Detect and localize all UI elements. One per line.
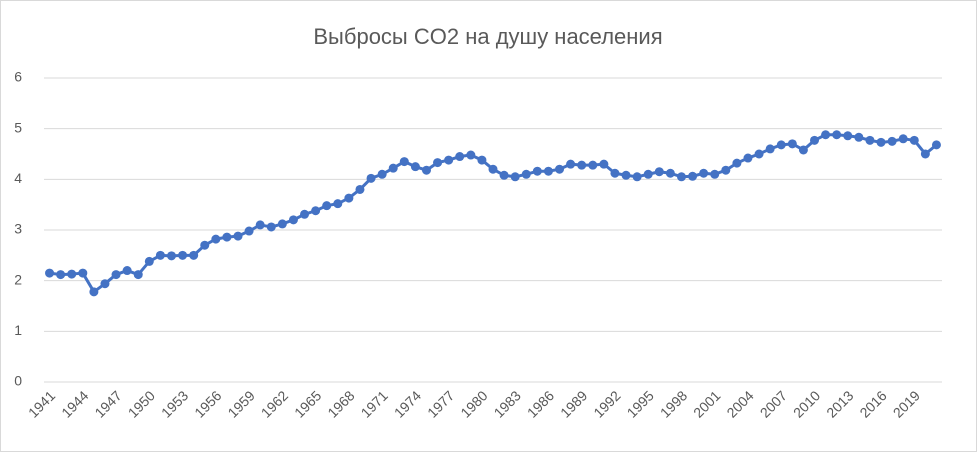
point-marker (876, 137, 886, 147)
point-marker (421, 165, 431, 175)
point-marker (89, 287, 99, 297)
point-marker (433, 158, 443, 168)
y-tick-label: 0 (14, 373, 22, 389)
point-marker (100, 279, 110, 289)
point-marker (178, 250, 188, 260)
point-marker (277, 219, 287, 229)
point-marker (699, 168, 709, 178)
point-marker (244, 226, 254, 236)
point-marker (322, 201, 332, 211)
y-tick-label: 1 (14, 322, 22, 338)
point-marker (288, 215, 298, 225)
point-marker (122, 266, 132, 276)
point-marker (721, 165, 731, 175)
point-marker (488, 164, 498, 174)
point-marker (499, 170, 509, 180)
point-marker (743, 153, 753, 163)
y-tick-label: 6 (14, 69, 22, 85)
point-marker (78, 268, 88, 278)
point-marker (355, 184, 365, 194)
point-marker (832, 130, 842, 140)
point-marker (920, 149, 930, 159)
point-marker (255, 220, 265, 230)
point-marker (211, 234, 221, 244)
point-marker (444, 155, 454, 165)
point-marker (56, 270, 66, 280)
point-marker (510, 172, 520, 182)
point-marker (588, 160, 598, 170)
point-marker (798, 145, 808, 155)
point-marker (366, 173, 376, 183)
point-marker (654, 167, 664, 177)
point-marker (765, 144, 775, 154)
point-marker (898, 134, 908, 144)
point-marker (377, 169, 387, 179)
point-marker (566, 159, 576, 169)
point-marker (189, 250, 199, 260)
y-tick-label: 4 (14, 170, 22, 186)
point-marker (410, 162, 420, 172)
point-marker (887, 136, 897, 146)
point-marker (111, 270, 121, 280)
point-marker (621, 170, 631, 180)
point-marker (222, 232, 232, 242)
point-marker (311, 206, 321, 216)
point-marker (233, 231, 243, 241)
point-marker (865, 135, 875, 145)
y-tick-label: 2 (14, 271, 22, 287)
point-marker (388, 163, 398, 173)
point-marker (909, 135, 919, 145)
point-marker (931, 140, 941, 150)
point-marker (843, 131, 853, 141)
point-marker (477, 155, 487, 165)
point-marker (599, 159, 609, 169)
point-marker (266, 222, 276, 232)
point-marker (543, 166, 553, 176)
point-marker (344, 193, 354, 203)
point-marker (577, 160, 587, 170)
point-marker (300, 209, 310, 219)
point-marker (810, 135, 820, 145)
point-marker (754, 149, 764, 159)
point-marker (45, 268, 55, 278)
point-marker (787, 139, 797, 149)
point-marker (688, 171, 698, 181)
point-marker (333, 199, 343, 209)
point-marker (643, 169, 653, 179)
point-marker (610, 168, 620, 178)
point-marker (144, 256, 154, 266)
point-marker (133, 270, 143, 280)
point-marker (776, 140, 786, 150)
point-marker (821, 130, 831, 140)
y-tick-label: 3 (14, 221, 22, 237)
point-marker (521, 169, 531, 179)
point-marker (532, 166, 542, 176)
point-marker (455, 152, 465, 162)
point-marker (155, 250, 165, 260)
y-tick-label: 5 (14, 119, 22, 135)
point-marker (399, 157, 409, 167)
point-marker (555, 164, 565, 174)
point-marker (665, 168, 675, 178)
point-marker (632, 172, 642, 182)
point-marker (732, 158, 742, 168)
point-marker (466, 150, 476, 160)
point-marker (67, 269, 77, 279)
chart-title: Выбросы CO2 на душу населения (313, 24, 662, 49)
point-marker (200, 240, 210, 250)
point-marker (854, 132, 864, 142)
point-marker (710, 169, 720, 179)
point-marker (166, 251, 176, 261)
point-marker (676, 172, 686, 182)
